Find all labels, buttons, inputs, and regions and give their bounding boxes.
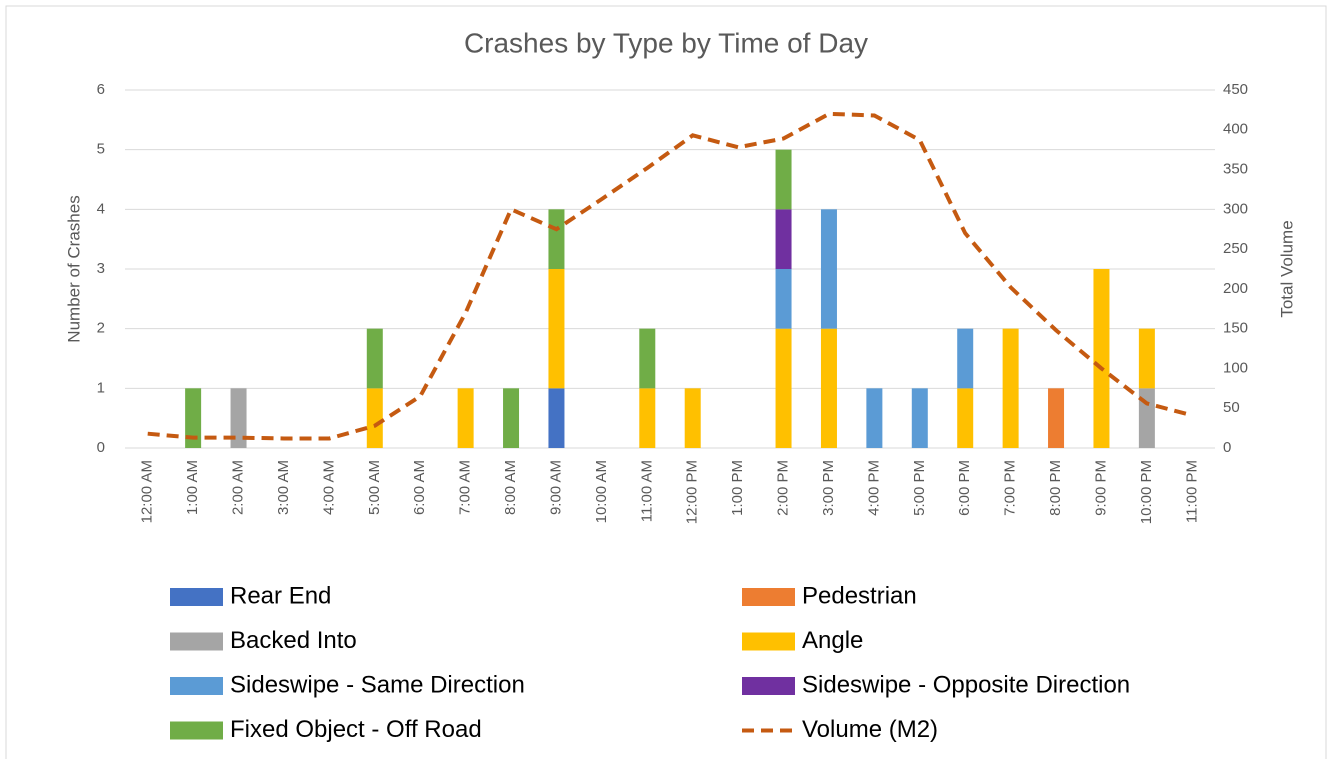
legend-swatch <box>170 632 223 651</box>
x-tick-label: 6:00 AM <box>411 460 428 515</box>
x-tick-label: 1:00 AM <box>184 460 201 515</box>
x-tick-label: 8:00 AM <box>502 460 519 515</box>
x-tick-label: 12:00 AM <box>139 460 156 523</box>
x-tick-label: 4:00 AM <box>320 460 337 515</box>
x-tick-label: 2:00 PM <box>775 460 792 516</box>
y2-tick-label: 250 <box>1223 240 1248 257</box>
bar-segment <box>684 388 701 448</box>
legend-swatch <box>742 677 795 695</box>
x-tick-label: 10:00 AM <box>593 460 610 523</box>
x-tick-label: 7:00 PM <box>1002 460 1019 516</box>
y-tick-label: 6 <box>97 81 105 98</box>
y-tick-label: 1 <box>97 379 105 396</box>
legend-label: Angle <box>802 627 863 654</box>
legend-swatch <box>742 632 795 651</box>
x-tick-label: 7:00 AM <box>457 460 474 515</box>
y2-tick-label: 350 <box>1223 161 1248 178</box>
x-tick-label: 5:00 PM <box>911 460 928 516</box>
bar-segment <box>1002 328 1019 448</box>
bar-segment <box>1048 388 1065 448</box>
x-tick-label: 8:00 PM <box>1047 460 1064 516</box>
bar-segment <box>639 388 656 448</box>
y-tick-label: 0 <box>97 439 105 456</box>
x-tick-label: 10:00 PM <box>1138 460 1155 524</box>
y2-tick-label: 150 <box>1223 320 1248 337</box>
bar-segment <box>866 388 883 448</box>
legend-swatch <box>170 721 223 740</box>
y2-tick-label: 100 <box>1223 359 1248 376</box>
legend-swatch <box>170 588 223 606</box>
x-tick-label: 4:00 PM <box>865 460 882 516</box>
y2-tick-label: 400 <box>1223 121 1248 138</box>
bar-segment <box>548 388 565 448</box>
x-tick-label: 9:00 AM <box>547 460 564 515</box>
bar-segment <box>775 328 792 448</box>
y-axis-title: Number of Crashes <box>64 195 83 342</box>
volume-line <box>147 111 1193 441</box>
bar-segment <box>639 328 656 389</box>
bar-segment <box>548 209 565 269</box>
bar-segment <box>366 328 383 389</box>
bar-segment <box>775 149 792 210</box>
legend-label: Backed Into <box>230 627 357 654</box>
bar-segment <box>775 269 792 329</box>
y2-tick-label: 300 <box>1223 200 1248 217</box>
legend-swatch <box>170 677 223 695</box>
bar-segment <box>503 388 520 448</box>
legend-label: Fixed Object - Off Road <box>230 716 482 743</box>
bar-segment <box>230 388 247 448</box>
y-tick-label: 5 <box>97 141 105 158</box>
x-tick-label: 9:00 PM <box>1092 460 1109 516</box>
x-tick-label: 12:00 PM <box>684 460 701 524</box>
bar-segment <box>911 388 928 448</box>
x-tick-label: 2:00 AM <box>230 460 247 515</box>
bar-segment <box>957 328 974 389</box>
bar-segment <box>1093 269 1110 448</box>
legend-label: Pedestrian <box>802 582 917 609</box>
y2-tick-label: 0 <box>1223 439 1231 456</box>
bar-segment <box>548 269 565 389</box>
legend-label: Volume (M2) <box>802 716 938 743</box>
bar-segment <box>457 388 474 448</box>
y-tick-label: 3 <box>97 260 105 277</box>
y-tick-label: 4 <box>97 200 105 217</box>
legend-swatch <box>742 588 795 606</box>
y-tick-label: 2 <box>97 320 105 337</box>
y2-tick-label: 450 <box>1223 81 1248 98</box>
chart-title: Crashes by Type by Time of Day <box>464 27 868 58</box>
y2-tick-label: 200 <box>1223 280 1248 297</box>
y2-axis-title: Total Volume <box>1277 220 1296 317</box>
y2-tick-label: 50 <box>1223 399 1240 416</box>
bar-segment <box>820 328 837 448</box>
legend-label: Sideswipe - Opposite Direction <box>802 671 1130 698</box>
x-tick-label: 11:00 AM <box>638 460 655 522</box>
bar-segment <box>820 209 837 329</box>
bar-segment <box>366 388 383 448</box>
bar-segment <box>957 388 974 448</box>
bar-segment <box>1138 328 1155 389</box>
legend-label: Sideswipe - Same Direction <box>230 671 525 698</box>
x-tick-label: 5:00 AM <box>366 460 383 515</box>
x-tick-label: 3:00 PM <box>820 460 837 516</box>
bar-segment <box>185 388 202 448</box>
x-tick-label: 6:00 PM <box>956 460 973 516</box>
legend-label: Rear End <box>230 582 331 609</box>
x-tick-label: 1:00 PM <box>729 460 746 516</box>
bar-segment <box>1138 388 1155 448</box>
bar-segment <box>775 209 792 269</box>
x-tick-label: 3:00 AM <box>275 460 292 515</box>
x-tick-label: 11:00 PM <box>1183 460 1200 523</box>
